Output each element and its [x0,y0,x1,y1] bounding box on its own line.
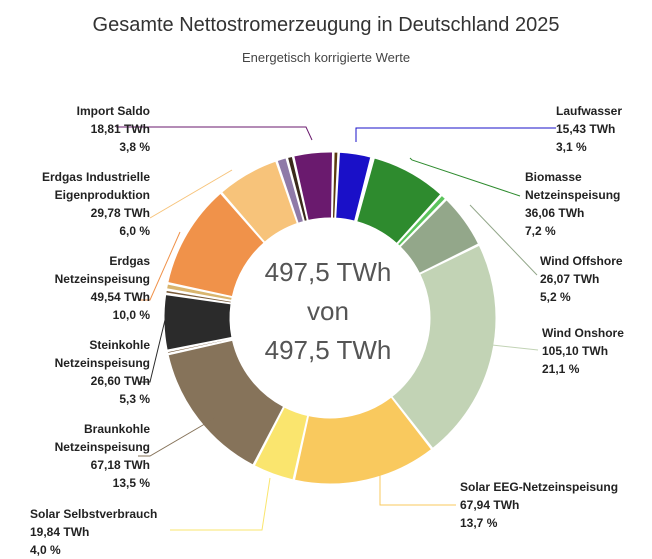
leader-line [170,477,271,531]
slice-label: Wind Offshore 26,07 TWh 5,2 % [540,252,623,306]
donut-slice-solar-selbstverbrauch[interactable] [253,406,309,481]
chart-title: Gesamte Nettostromerzeugung in Deutschla… [92,14,560,36]
slice-label-line: 13,5 % [112,476,150,490]
slice-label-line: Import Saldo [76,104,150,118]
slice-label-line: 26,60 TWh [90,374,150,388]
slice-label-line: 21,1 % [542,362,580,376]
donut-slice-minor-1[interactable] [354,156,374,223]
donut-slice-import-saldo[interactable] [293,151,334,222]
slice-label: Laufwasser 15,43 TWh 3,1 % [556,102,622,156]
center-total-value: 497,5 TWh [265,257,392,287]
slice-label-line: 36,06 TWh [525,206,585,220]
leader-line [491,344,539,351]
slice-label-line: 26,07 TWh [540,272,600,286]
slice-label-line: 67,18 TWh [90,458,150,472]
slice-label-line: Laufwasser [556,104,623,118]
slice-label-line: 67,94 TWh [460,498,520,512]
slice-label-line: Netzeinspeisung [54,356,150,370]
donut-slice-laufwasser[interactable] [335,151,372,222]
slice-label: Biomasse Netzeinspeisung 36,06 TWh 7,2 % [525,168,620,240]
center-max-value: 497,5 TWh [265,335,392,365]
donut-slice-solar-eeg-netzeinspeisung[interactable] [293,396,433,485]
slice-label-line: Erdgas [109,254,150,268]
slice-label: Erdgas Netzeinspeisung 49,54 TWh 10,0 % [30,252,150,324]
slice-label: Wind Onshore 105,10 TWh 21,1 % [542,324,624,378]
slice-label: Braunkohle Netzeinspeisung 67,18 TWh 13,5 % [30,420,150,492]
leader-line [138,417,216,457]
slice-label-line: Steinkohle [89,338,150,352]
donut-slice-erdgas-netzeinspeisung[interactable] [167,192,265,298]
slice-label-line: Wind Offshore [540,254,623,268]
leader-line [355,127,556,142]
donut-slice-braunkohle-netzeinspeisung[interactable] [167,339,285,466]
donut-slice-biomasse-netzeinspeisung[interactable] [356,157,442,245]
leader-line [138,319,166,383]
donut-slice-minor-15[interactable] [276,157,305,224]
slice-label-line: 105,10 TWh [542,344,609,358]
leader-line [116,126,313,141]
slice-label-line: 4,0 % [30,543,61,557]
slice-label-line: Netzeinspeisung [525,188,621,202]
slice-label-line: 15,43 TWh [556,122,616,136]
slice-label-line: 5,3 % [119,392,150,406]
slice-label: Erdgas Industrielle Eigenproduktion 29,78 … [30,168,150,240]
slice-label-line: Solar EEG-Netzeinspeisung [460,480,619,494]
slice-label-line: Netzeinspeisung [54,272,150,286]
donut-slice-minor-9[interactable] [166,337,233,354]
slice-label-line: Eigenproduktion [54,188,150,202]
slice-label-line: 3,8 % [119,140,150,154]
leader-line [149,169,233,219]
slice-label-line: 6,0 % [119,224,150,238]
slice-label-line: Biomasse [525,170,582,184]
slice-label-line: 49,54 TWh [90,290,150,304]
slice-label-line: Erdgas Industrielle [41,170,150,184]
slice-label-line: Wind Onshore [542,326,624,340]
slice-label-line: 10,0 % [112,308,150,322]
slice-label-line: 19,84 TWh [30,525,90,539]
slice-label: Solar Selbstverbrauch 19,84 TWh 4,0 % [30,505,157,559]
leader-line [409,157,521,197]
donut-slice-wind-onshore[interactable] [391,244,497,450]
donut-slice-minor-3[interactable] [396,194,447,247]
slice-label: Solar EEG-Netzeinspeisung 67,94 TWh 13,7 % [460,478,618,532]
slice-label: Import Saldo 18,81 TWh 3,8 % [30,102,150,156]
donut-slice-erdgas-industrielle-eigenproduktion[interactable] [220,160,298,243]
donut-slice-steinkohle-netzeinspeisung[interactable] [163,294,233,351]
donut-slice-minor-18[interactable] [331,151,339,219]
donut-slice-minor-11[interactable] [165,289,232,304]
slice-label-line: 7,2 % [525,224,556,238]
slice-label-line: 13,7 % [460,516,498,530]
slice-label-line: 5,2 % [540,290,571,304]
donut-slice-minor-16[interactable] [286,155,308,222]
center-von-text: von [307,296,349,326]
donut-slice-minor-12[interactable] [166,283,233,301]
slice-label-line: Solar Selbstverbrauch [30,507,158,521]
leader-line [379,460,456,506]
slice-label-line: 29,78 TWh [90,206,150,220]
slice-label-line: Netzeinspeisung [54,440,150,454]
chart-subtitle: Energetisch korrigierte Werte [241,50,411,65]
leader-line [469,204,538,276]
slice-label-line: 3,1 % [556,140,587,154]
slice-label-line: Braunkohle [83,422,150,436]
leader-line [138,231,181,301]
donut-slice-wind-offshore[interactable] [399,199,480,275]
slice-label-line: 18,81 TWh [90,122,150,136]
slice-label: Steinkohle Netzeinspeisung 26,60 TWh 5,3 % [30,336,150,408]
